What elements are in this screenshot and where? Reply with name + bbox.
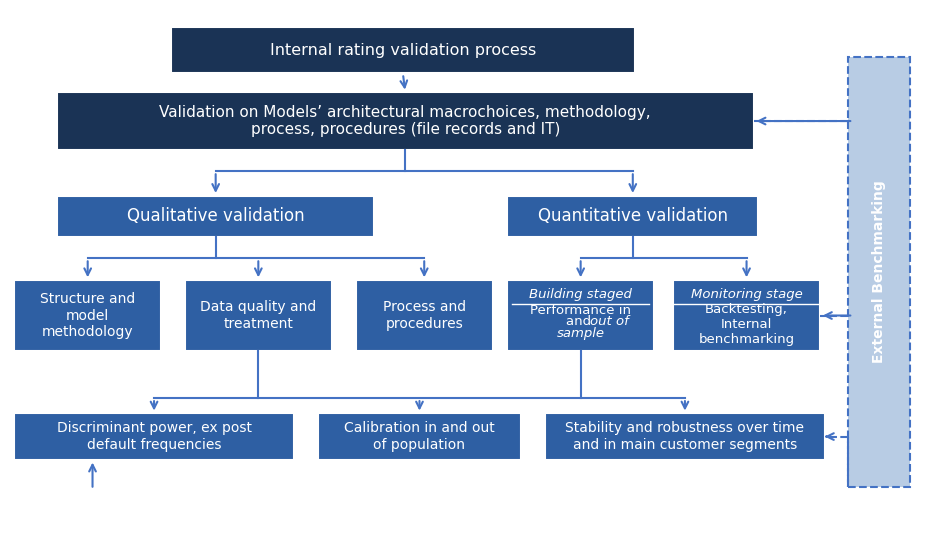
Text: Internal rating validation process: Internal rating validation process — [270, 43, 536, 58]
Text: sample: sample — [556, 327, 605, 341]
Text: Backtesting,
Internal
benchmarking: Backtesting, Internal benchmarking — [699, 302, 794, 345]
FancyBboxPatch shape — [507, 280, 654, 351]
FancyBboxPatch shape — [14, 413, 294, 460]
FancyBboxPatch shape — [14, 280, 161, 351]
Text: Stability and robustness over time
and in main customer segments: Stability and robustness over time and i… — [565, 422, 805, 452]
Text: Data quality and
treatment: Data quality and treatment — [200, 300, 317, 331]
Text: External Benchmarking: External Benchmarking — [872, 181, 886, 363]
FancyBboxPatch shape — [171, 27, 635, 73]
FancyBboxPatch shape — [848, 57, 910, 487]
FancyBboxPatch shape — [185, 280, 332, 351]
Text: Performance in: Performance in — [530, 304, 631, 317]
Text: Building staged: Building staged — [529, 288, 632, 301]
Text: and: and — [566, 315, 595, 328]
FancyBboxPatch shape — [356, 280, 493, 351]
Text: Qualitative validation: Qualitative validation — [127, 207, 304, 225]
FancyBboxPatch shape — [545, 413, 825, 460]
FancyBboxPatch shape — [673, 280, 820, 351]
Text: Calibration in and out
of population: Calibration in and out of population — [344, 422, 495, 452]
Text: Validation on Models’ architectural macrochoices, methodology,
process, procedur: Validation on Models’ architectural macr… — [159, 105, 651, 137]
Text: Monitoring stage: Monitoring stage — [691, 288, 802, 301]
Text: Structure and
model
methodology: Structure and model methodology — [40, 292, 136, 339]
FancyBboxPatch shape — [318, 413, 521, 460]
Text: out of: out of — [590, 315, 629, 328]
FancyBboxPatch shape — [57, 92, 754, 150]
Text: Quantitative validation: Quantitative validation — [538, 207, 728, 225]
Text: Discriminant power, ex post
default frequencies: Discriminant power, ex post default freq… — [57, 422, 251, 452]
FancyBboxPatch shape — [507, 196, 758, 237]
FancyBboxPatch shape — [57, 196, 374, 237]
Text: Process and
procedures: Process and procedures — [383, 300, 465, 331]
